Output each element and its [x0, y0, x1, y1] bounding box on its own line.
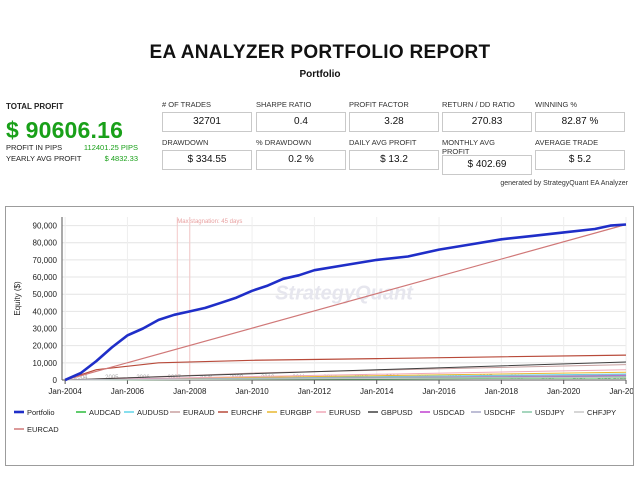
stat-value: $ 402.69	[442, 155, 532, 175]
stat-label: PROFIT FACTOR	[349, 100, 409, 109]
equity-chart: 0 10,000 20,000 30,000 40,000 50,000 60,000 70,…	[5, 206, 640, 466]
series-line-portfolio	[64, 223, 627, 382]
x-tick-label: Jan-2022	[609, 387, 633, 396]
y-tick-label: 80,000	[33, 239, 58, 248]
stat-label: SHARPE RATIO	[256, 100, 312, 109]
legend-entry: EURCAD	[27, 425, 59, 434]
report-title: EA ANALYZER PORTFOLIO REPORT	[149, 42, 491, 63]
stat-trades: # OF TRADES 32701	[162, 100, 252, 132]
legend-entry: CHFJPY	[587, 408, 616, 417]
legend-entry: AUDUSD	[137, 408, 169, 417]
stat-value: 82.87 %	[535, 112, 625, 132]
y-axis-label: Equity ($)	[13, 281, 22, 316]
stat-drawdown: DRAWDOWN $ 334.55	[162, 138, 252, 170]
stat-percent-drawdown: % DRAWDOWN 0.2 %	[256, 138, 346, 170]
series-line-eurchf	[64, 354, 627, 381]
stat-value: $ 334.55	[162, 150, 252, 170]
yearly-avg-profit-value: $ 4832.33	[104, 154, 138, 163]
y-tick-label: 70,000	[33, 256, 58, 265]
stat-winning-percent: WINNING % 82.87 %	[535, 100, 625, 132]
stat-sharpe-ratio: SHARPE RATIO 0.4	[256, 100, 346, 132]
y-tick-label: 40,000	[33, 307, 58, 316]
year-label: 2006	[136, 375, 150, 381]
y-tick-label: 10,000	[33, 359, 58, 368]
stat-label: AVERAGE TRADE	[535, 138, 599, 147]
x-tick-label: Jan-2020	[547, 387, 581, 396]
x-tick-label: Jan-2016	[422, 387, 456, 396]
report-subtitle: Portfolio	[299, 69, 341, 80]
stat-value: 0.2 %	[256, 150, 346, 170]
watermark: StrategyQuant	[275, 282, 414, 304]
y-tick-label: 60,000	[33, 273, 58, 282]
total-profit-value: $ 90606.16	[6, 117, 124, 143]
legend-entry: USDCAD	[433, 408, 465, 417]
legend-entry: AUDCAD	[89, 408, 121, 417]
stat-label: MONTHLY AVG PROFIT	[442, 138, 495, 156]
x-tick-label: Jan-2008	[173, 387, 207, 396]
profit-in-pips-row: PROFIT IN PIPS 112401.25 PIPS	[6, 143, 138, 152]
x-tick-label: Jan-2006	[111, 387, 145, 396]
y-tick-label: 20,000	[33, 342, 58, 351]
stat-label: % DRAWDOWN	[256, 138, 312, 147]
stat-value: 0.4	[256, 112, 346, 132]
legend-entry: EURGBP	[280, 408, 312, 417]
equity-chart-svg: 0 10,000 20,000 30,000 40,000 50,000 60,000 70,…	[13, 217, 640, 434]
stat-label: DAILY AVG PROFIT	[349, 138, 417, 147]
legend-entry: EURUSD	[329, 408, 361, 417]
y-tick-label: 90,000	[33, 222, 58, 231]
stat-monthly-avg-profit: MONTHLY AVG PROFIT $ 402.69	[442, 138, 532, 175]
y-tick-label: 30,000	[33, 325, 58, 334]
legend-entry: Portfolio	[27, 408, 55, 417]
series-line-gbpusd	[65, 361, 627, 381]
x-tick-label: Jan-2004	[48, 387, 82, 396]
series-line-eurusd	[65, 369, 627, 381]
legend-entry: EURAUD	[183, 408, 215, 417]
generated-by-note: generated by StrategyQuant EA Analyzer	[500, 180, 628, 187]
stat-value: $ 5.2	[535, 150, 625, 170]
stat-value: 270.83	[442, 112, 532, 132]
total-profit-label: TOTAL PROFIT	[6, 102, 64, 111]
total-profit-block: TOTAL PROFIT $ 90606.16	[6, 102, 123, 144]
legend-entry: USDJPY	[535, 408, 565, 417]
series-line-eurcad	[64, 223, 627, 381]
y-tick-label: 0	[53, 376, 58, 385]
stat-daily-avg-profit: DAILY AVG PROFIT $ 13.2	[349, 138, 439, 170]
stat-profit-factor: PROFIT FACTOR 3.28	[349, 100, 439, 132]
x-tick-label: Jan-2012	[298, 387, 332, 396]
profit-in-pips-value: 112401.25 PIPS	[83, 143, 138, 152]
profit-in-pips-label: PROFIT IN PIPS	[6, 143, 63, 152]
year-label: 2004	[74, 375, 88, 381]
stat-label: # OF TRADES	[162, 100, 212, 109]
legend-entry: GBPUSD	[381, 408, 413, 417]
y-tick-label: 50,000	[33, 290, 58, 299]
x-tick-label: Jan-2010	[235, 387, 269, 396]
legend-entry: EURCHF	[231, 408, 263, 417]
stat-label: RETURN / DD RATIO	[442, 100, 515, 109]
stagnation-label: Max stagnation: 45 days	[177, 219, 242, 225]
stat-return-dd-ratio: RETURN / DD RATIO 270.83	[442, 100, 532, 132]
stat-label: WINNING %	[535, 100, 578, 109]
yearly-avg-profit-row: YEARLY AVG PROFIT $ 4832.33	[6, 154, 138, 163]
stat-value: 32701	[162, 112, 252, 132]
legend-entry: USDCHF	[484, 408, 516, 417]
stat-label: DRAWDOWN	[162, 138, 209, 147]
stat-value: $ 13.2	[349, 150, 439, 170]
stat-value: 3.28	[349, 112, 439, 132]
series-line-chfjpy	[65, 376, 627, 381]
stat-average-trade: AVERAGE TRADE $ 5.2	[535, 138, 625, 170]
x-tick-label: Jan-2014	[360, 387, 394, 396]
x-tick-label: Jan-2018	[485, 387, 519, 396]
yearly-avg-profit-label: YEARLY AVG PROFIT	[6, 154, 82, 163]
